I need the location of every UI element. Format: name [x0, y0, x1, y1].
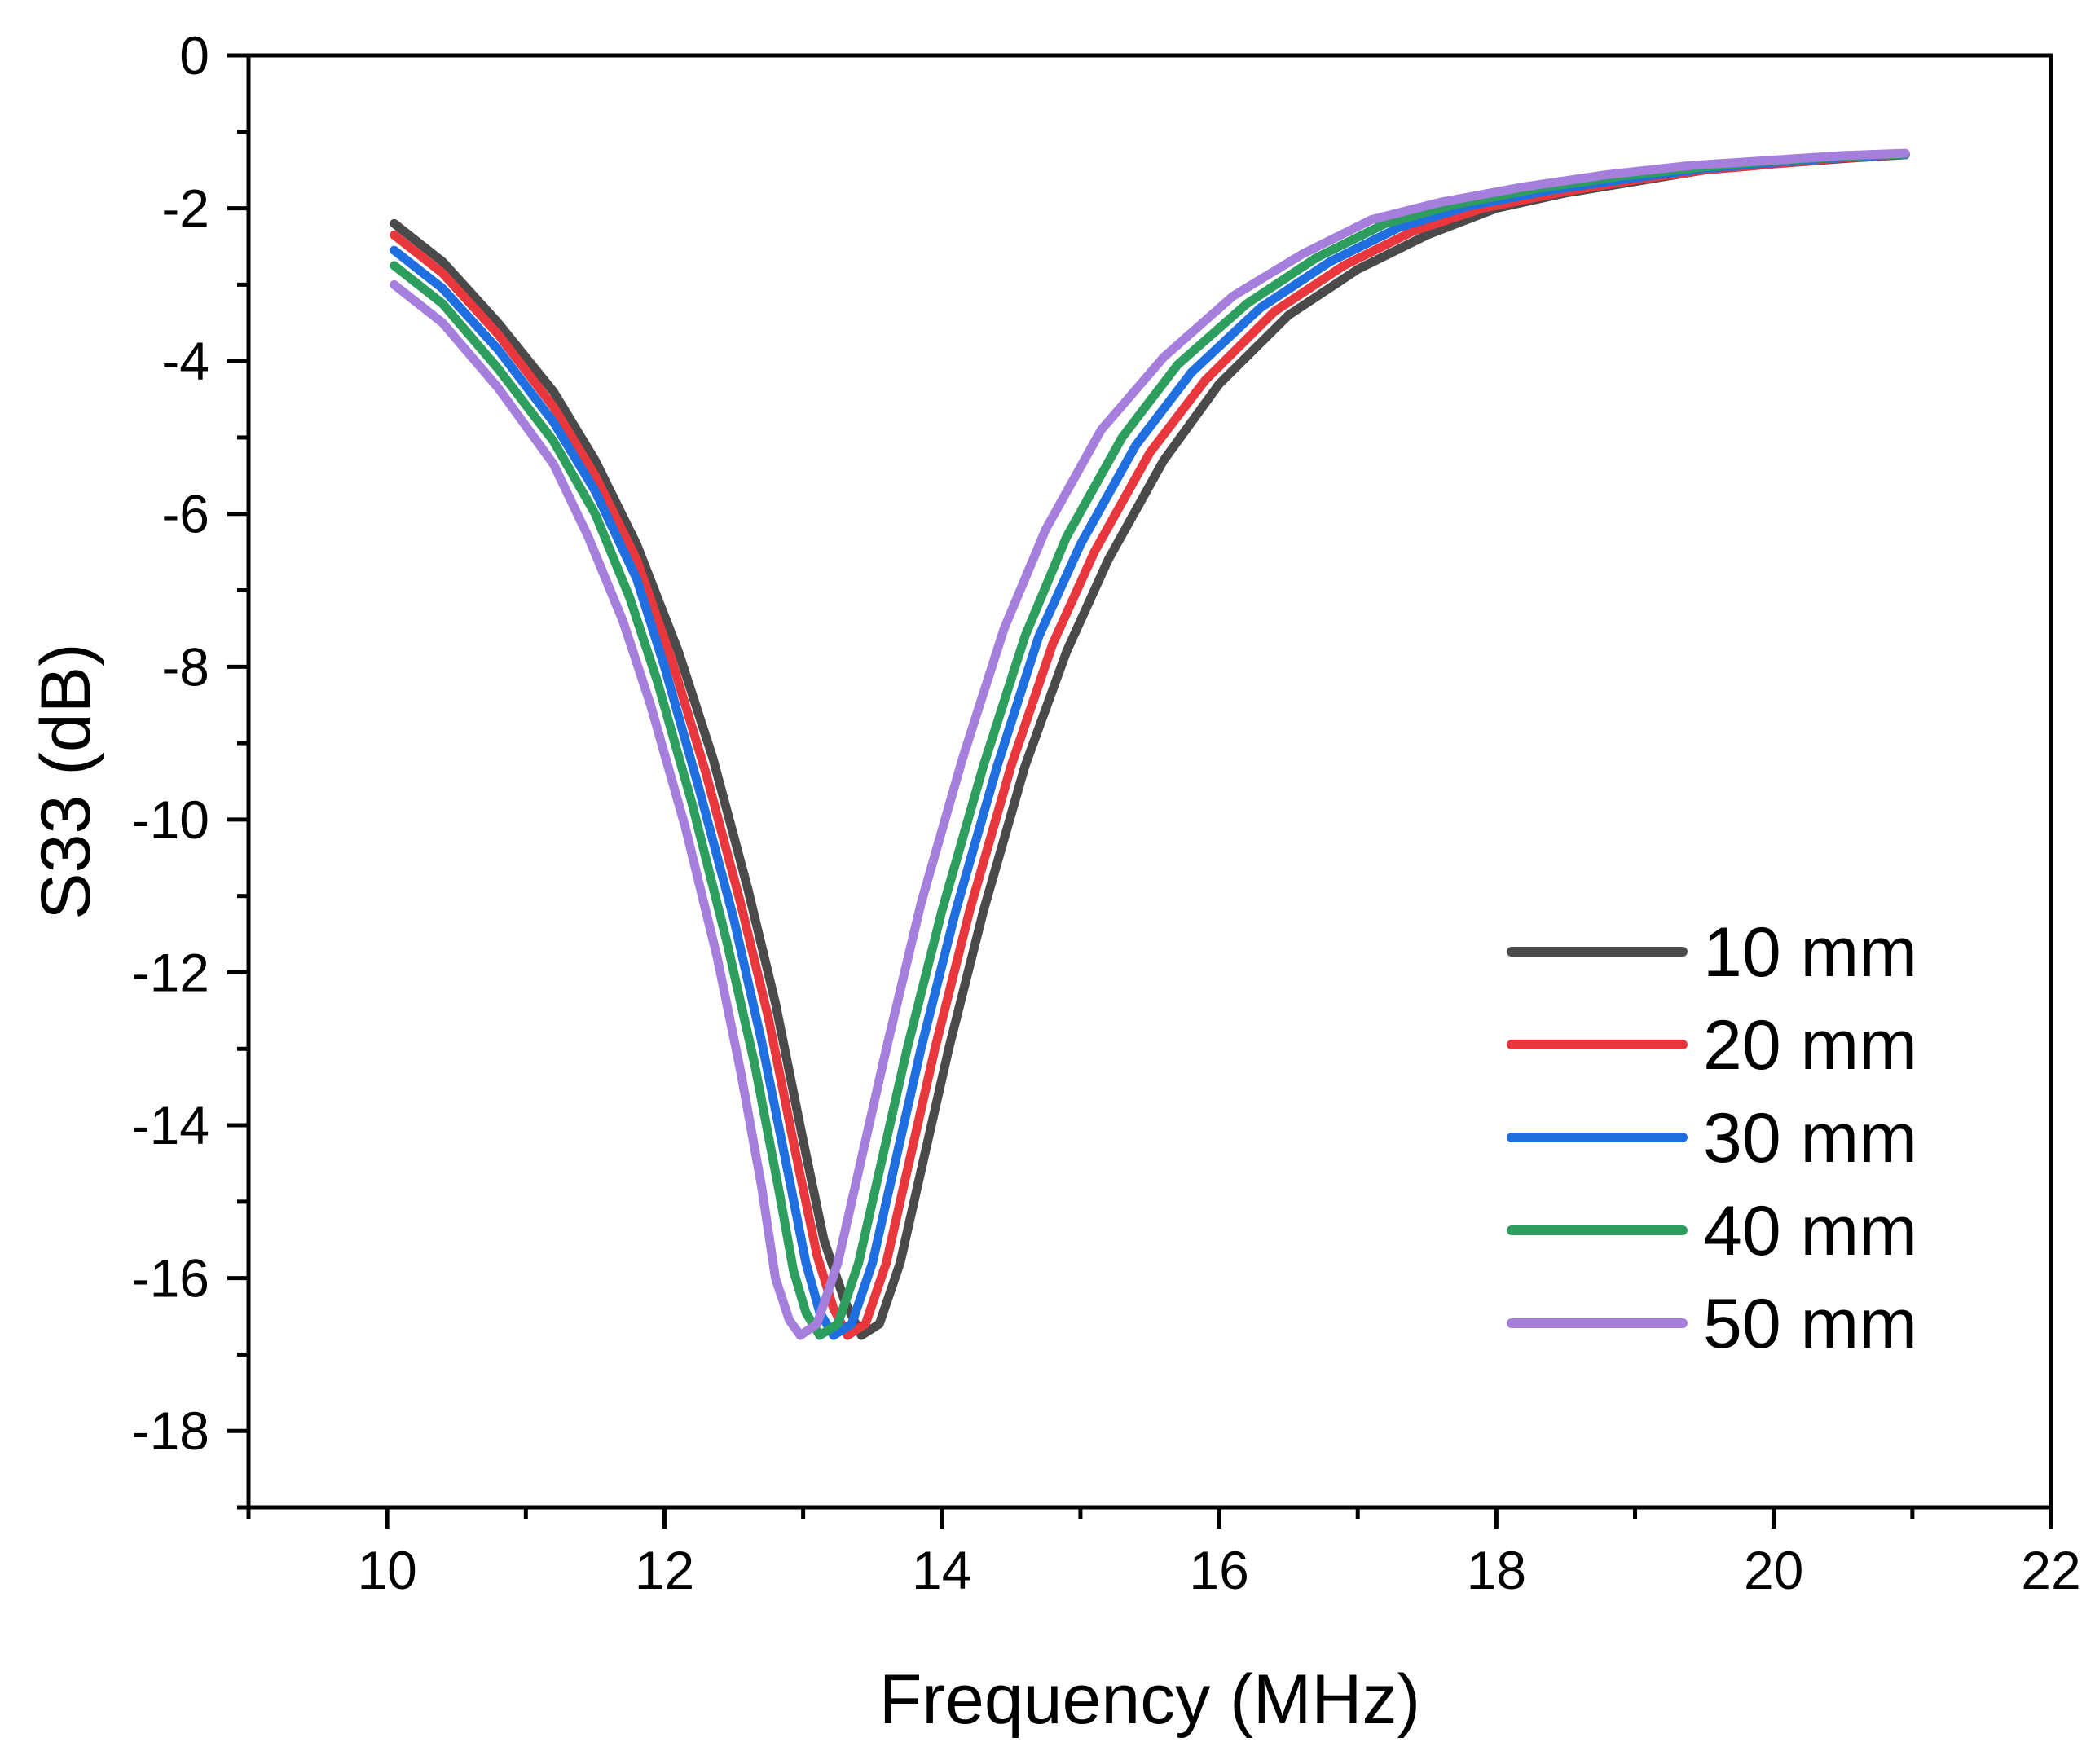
- y-tick-label: 0: [179, 25, 209, 86]
- series-group: [390, 148, 1910, 1340]
- x-tick-label: 16: [1189, 1540, 1248, 1600]
- x-tick-label: 18: [1467, 1540, 1526, 1600]
- y-axis-title: S33 (dB): [27, 643, 105, 919]
- x-tick-label: 20: [1744, 1540, 1803, 1600]
- y-tick-label: -6: [161, 484, 209, 544]
- series-line-4: [390, 149, 1910, 1340]
- x-tick-label: 12: [635, 1540, 694, 1600]
- series-line-5: [390, 148, 1910, 1340]
- y-tick-label: -2: [161, 178, 209, 239]
- legend-label-5: 50 mm: [1703, 1285, 1917, 1363]
- axis-group: 10 12 14 16 18 20 22 0 -2 -4 -6 -8 -10 -12 -14 -16 -18: [132, 25, 2081, 1600]
- y-tick-label: -10: [132, 790, 209, 850]
- x-tick-label: 14: [912, 1540, 971, 1600]
- series-line-3: [390, 150, 1910, 1340]
- series-line-2: [390, 150, 1910, 1340]
- plot-frame: [246, 53, 2053, 1510]
- y-tick-label: -8: [161, 636, 209, 697]
- plot-frame-group: [246, 53, 2053, 1510]
- series-line-1: [390, 150, 1910, 1340]
- legend-label-2: 20 mm: [1703, 1006, 1917, 1084]
- legend-label-1: 10 mm: [1703, 913, 1917, 992]
- y-tick-label: -4: [161, 331, 209, 391]
- y-tick-label: -12: [132, 942, 209, 1002]
- y-tick-label: -16: [132, 1248, 209, 1309]
- legend: 10 mm 20 mm 30 mm 40 mm 50 mm: [1507, 913, 1917, 1363]
- legend-label-3: 30 mm: [1703, 1099, 1917, 1177]
- x-tick-label: 22: [2021, 1540, 2080, 1600]
- y-tick-label: -18: [132, 1401, 209, 1461]
- x-axis-title: Frequency (MHz): [879, 1661, 1420, 1739]
- y-tick-label: -14: [132, 1095, 209, 1155]
- legend-label-4: 40 mm: [1703, 1192, 1917, 1270]
- x-tick-label: 10: [357, 1540, 416, 1600]
